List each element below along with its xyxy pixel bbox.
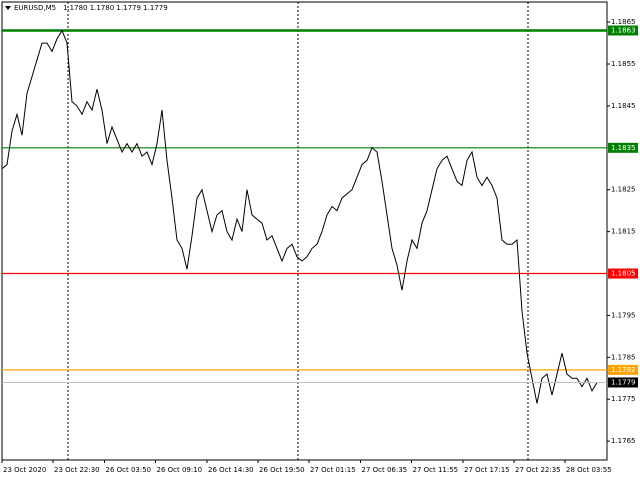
level-line-label-bg [608, 142, 638, 153]
level-line-label: 1.1782 [611, 366, 636, 374]
level-line-label-bg [608, 364, 638, 375]
y-tick-label: 1.1775 [611, 395, 636, 403]
y-tick-label: 1.1815 [611, 228, 636, 236]
y-tick-label: 1.1845 [611, 102, 636, 110]
current-price-label-bg [608, 377, 638, 388]
x-tick-label: 26 Oct 14:30 [208, 466, 254, 474]
plot-frame [1, 1, 608, 461]
level-line-label-bg [608, 25, 638, 36]
current-price-label: 1.1779 [611, 378, 636, 386]
x-tick-label: 27 Oct 22:35 [515, 466, 561, 474]
x-tick-label: 23 Oct 22:30 [54, 466, 100, 474]
x-tick-label: 27 Oct 11:55 [413, 466, 459, 474]
y-tick-label: 1.1825 [611, 186, 636, 194]
x-tick-label: 26 Oct 09:10 [157, 466, 203, 474]
x-tick-label: 27 Oct 01:15 [310, 466, 356, 474]
level-line-label: 1.1835 [611, 144, 636, 152]
y-tick-label: 1.1785 [611, 353, 636, 361]
x-tick-label: 23 Oct 2020 [3, 466, 46, 474]
y-tick-label: 1.1865 [611, 18, 636, 26]
x-tick-label: 27 Oct 17:15 [464, 466, 510, 474]
y-tick-label: 1.1795 [611, 311, 636, 319]
dropdown-icon[interactable] [5, 6, 11, 10]
x-tick-label: 28 Oct 03:55 [566, 466, 612, 474]
x-tick-label: 26 Oct 03:50 [106, 466, 152, 474]
x-tick-label: 27 Oct 06:35 [362, 466, 408, 474]
level-line-label: 1.1805 [611, 270, 636, 278]
level-line-label-bg [608, 268, 638, 279]
y-tick-label: 1.1765 [611, 437, 636, 445]
x-tick-label: 26 Oct 19:50 [259, 466, 305, 474]
symbol-label: EURUSD,M5 [14, 4, 56, 12]
price-line [1, 29, 598, 404]
y-tick-label: 1.1855 [611, 60, 636, 68]
ohlc-label: 1.1780 1.1780 1.1779 1.1779 [63, 4, 168, 12]
level-line-label: 1.1863 [611, 26, 636, 34]
